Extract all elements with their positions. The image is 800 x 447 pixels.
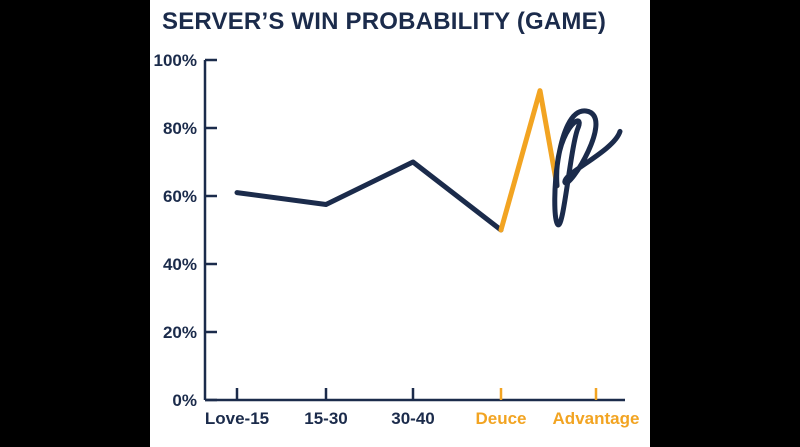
y-tick-label: 0% [172, 391, 197, 410]
x-tick-label: Love-15 [205, 409, 269, 428]
y-tick-label: 100% [154, 51, 197, 70]
chart-panel: SERVER’S WIN PROBABILITY (GAME) 0% 20% 40%… [150, 0, 650, 447]
x-tick-label: Advantage [553, 409, 640, 428]
y-tick-label: 80% [163, 119, 197, 138]
series-line-2 [498, 88, 560, 233]
series-line-1 [234, 159, 504, 233]
x-tick-label: 15-30 [304, 409, 347, 428]
chart-title: SERVER’S WIN PROBABILITY (GAME) [162, 8, 607, 35]
y-tick-label: 60% [163, 187, 197, 206]
line-chart: 0% 20% 40% 60% 80% 100% Love-15 15-30 30-40 Deuce… [154, 51, 640, 428]
y-tick-label: 40% [163, 255, 197, 274]
series-line-3 [552, 108, 623, 228]
x-tick-label: Deuce [475, 409, 526, 428]
y-tick-label: 20% [163, 323, 197, 342]
x-tick-label: 30-40 [391, 409, 434, 428]
